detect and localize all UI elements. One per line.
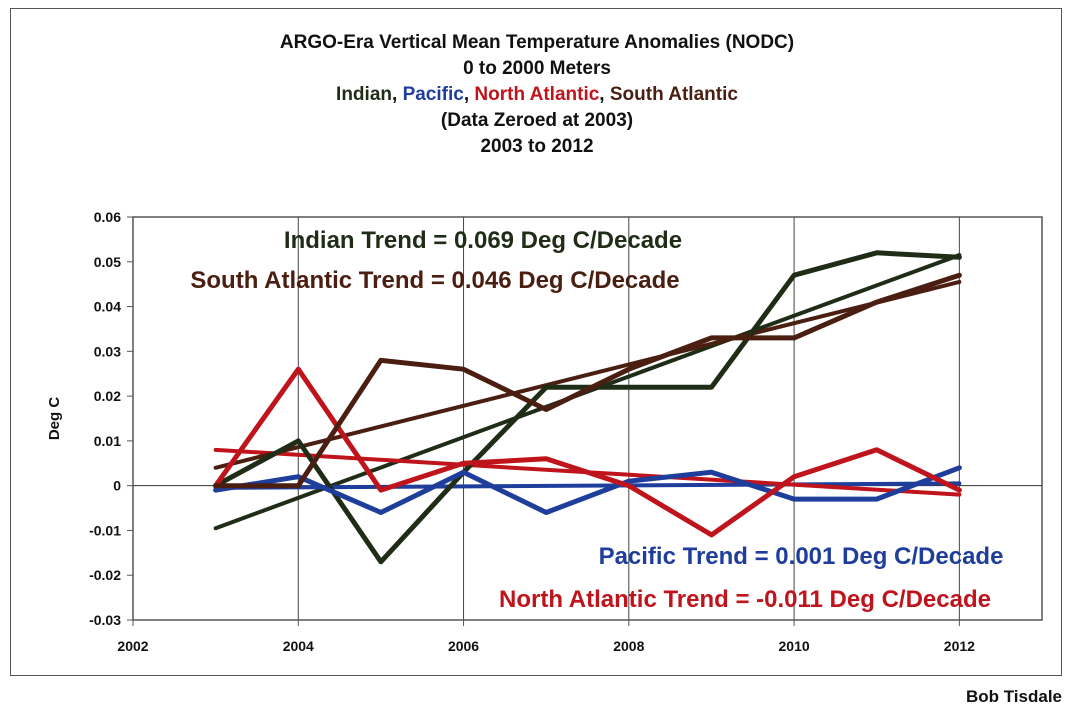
x-tick-label: 2002 (117, 638, 148, 654)
chart-subtitle-depth: 0 to 2000 Meters (463, 58, 611, 79)
x-tick-label: 2006 (448, 638, 479, 654)
y-tick-label: 0.01 (94, 433, 121, 449)
chart-series-title: Indian, Pacific, North Atlantic, South A… (0, 82, 1074, 108)
chart-title: ARGO-Era Vertical Mean Temperature Anoma… (279, 32, 795, 53)
series-title-south-atlantic: South Atlantic (609, 84, 738, 105)
plot-area (132, 216, 1043, 621)
series-line-pacific (213, 465, 962, 515)
trend-line-south-atlantic (213, 279, 962, 470)
series-title-pacific: Pacific (402, 84, 464, 105)
author-credit: Bob Tisdale (965, 687, 1062, 706)
series-title-sep: , (392, 84, 403, 105)
y-axis-title: Deg C (46, 397, 63, 441)
series-line-south-atlantic (213, 272, 962, 489)
y-tick-label: -0.01 (89, 522, 121, 538)
series-line-north-atlantic (213, 366, 962, 538)
y-tick-label: 0 (113, 478, 121, 494)
series-title-north-atlantic: North Atlantic (474, 84, 600, 105)
trend-annotation: Indian Trend = 0.069 Deg C/Decade (284, 227, 682, 254)
y-tick-label: 0.05 (94, 254, 121, 270)
trend-annotation: Pacific Trend = 0.001 Deg C/Decade (599, 543, 1004, 570)
y-tick-label: -0.03 (89, 612, 121, 628)
series-title-indian: Indian (336, 84, 392, 105)
chart-frame (10, 8, 1062, 676)
x-tick-label: 2010 (779, 638, 810, 654)
x-tick-label: 2012 (944, 638, 975, 654)
y-tick-label: -0.02 (89, 567, 121, 583)
series-title-sep: , (463, 84, 475, 105)
y-tick-label: 0.03 (94, 343, 121, 359)
x-tick-label: 2004 (283, 638, 314, 654)
x-tick-label: 2008 (613, 638, 644, 654)
series-title-sep: , (599, 84, 610, 105)
trend-annotation: South Atlantic Trend = 0.046 Deg C/Decad… (190, 267, 679, 294)
chart-subtitle-period: 2003 to 2012 (480, 136, 594, 157)
chart-subtitle-zeroed: (Data Zeroed at 2003) (440, 110, 634, 131)
y-tick-label: 0.06 (94, 209, 121, 225)
trend-line-pacific (213, 481, 962, 490)
y-tick-label: 0.04 (94, 299, 121, 315)
trend-annotation: North Atlantic Trend = -0.011 Deg C/Deca… (499, 586, 991, 613)
y-tick-label: 0.02 (94, 388, 121, 404)
chart-titles: ARGO-Era Vertical Mean Temperature Anoma… (0, 30, 1074, 160)
